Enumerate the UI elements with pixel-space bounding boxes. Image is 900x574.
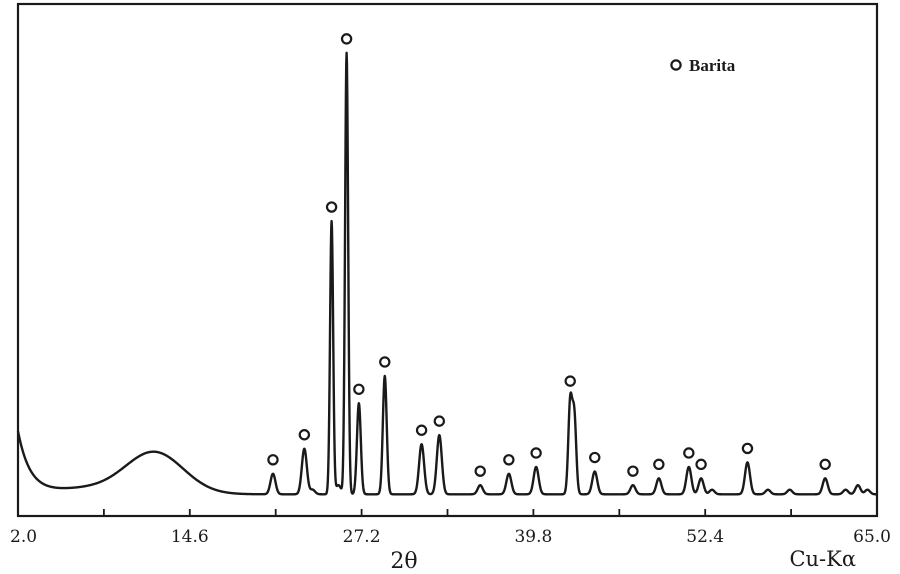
peak-marker-icon xyxy=(474,465,486,477)
peak-marker-icon xyxy=(564,375,576,387)
x-tick-label: 14.6 xyxy=(171,527,209,547)
x-axis-ticks xyxy=(17,509,878,516)
x-tick-label: 39.8 xyxy=(514,527,552,547)
peak-marker-icon xyxy=(627,465,639,477)
legend-marker-icon xyxy=(670,59,682,71)
plot-frame xyxy=(16,2,879,518)
x-axis-unit-label: Cu-Kα xyxy=(789,547,856,571)
x-tick-label: 2.0 xyxy=(10,527,37,547)
peak-marker-icon xyxy=(433,415,446,427)
legend: Barita xyxy=(670,56,736,75)
peak-marker-icon xyxy=(379,356,391,368)
peak-marker-icon xyxy=(683,447,695,459)
peak-marker-icon xyxy=(340,33,353,45)
peak-marker-icon xyxy=(325,201,338,213)
peak-marker-icon xyxy=(741,442,754,455)
peak-marker-icon xyxy=(695,458,707,471)
peak-marker-icon xyxy=(298,429,311,441)
peak-markers xyxy=(267,33,831,477)
x-tick-label: 65.0 xyxy=(853,527,891,547)
peak-marker-icon xyxy=(503,454,515,466)
peak-marker-icon xyxy=(819,458,831,471)
x-axis-title: 2θ xyxy=(390,549,417,574)
peak-marker-icon xyxy=(530,447,542,459)
peak-marker-icon xyxy=(353,383,365,395)
diffraction-pattern-line xyxy=(16,51,878,496)
x-axis-tick-labels: 2.0 14.6 27.2 39.8 52.4 65.0 xyxy=(10,527,891,547)
peak-marker-icon xyxy=(653,458,665,471)
x-tick-label: 52.4 xyxy=(686,527,724,547)
legend-label: Barita xyxy=(689,56,736,75)
x-tick-label: 27.2 xyxy=(343,527,381,547)
peak-marker-icon xyxy=(589,451,601,464)
peak-marker-icon xyxy=(415,424,428,436)
peak-marker-icon xyxy=(267,454,279,466)
